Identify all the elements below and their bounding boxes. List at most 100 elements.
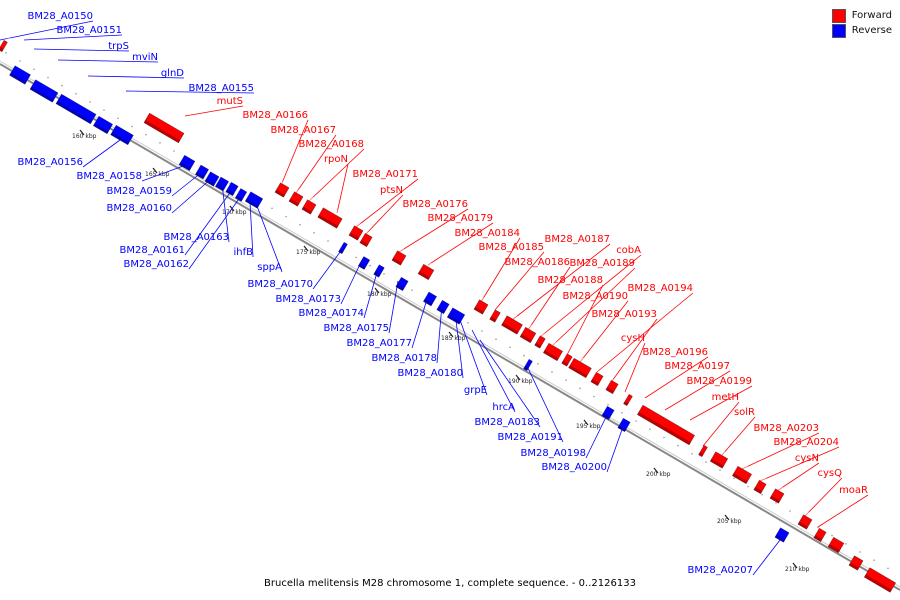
scale-label: 210 kbp: [785, 566, 810, 573]
track-dot: [509, 346, 511, 349]
track-dot: [383, 272, 385, 275]
track-dot: [761, 493, 763, 496]
label-forward: BM28_A0194: [627, 283, 693, 294]
label-reverse: BM28_A0177: [346, 338, 412, 349]
label-forward-leader: [664, 370, 731, 411]
gene-reverse: [93, 113, 118, 134]
label-forward-leader: [702, 401, 740, 447]
label-reverse-leader: [87, 75, 185, 79]
gene-forward: [534, 332, 551, 349]
gene-forward: [519, 324, 542, 343]
gene-forward: [348, 222, 369, 241]
gene-reverse: [395, 274, 414, 291]
label-reverse-leader: [471, 329, 516, 413]
gene-forward: [769, 485, 790, 504]
gene-forward: [543, 340, 568, 361]
label-reverse-leader: [526, 365, 564, 443]
scale-label: 205 kbp: [717, 518, 742, 525]
track-dot: [551, 371, 553, 373]
label-reverse: BM28_A0155: [188, 83, 254, 94]
track-dot: [789, 510, 791, 512]
track-dot: [131, 125, 133, 128]
gene-forward: [561, 350, 578, 367]
label-reverse-leader: [340, 259, 363, 305]
label-forward-leader: [539, 254, 642, 338]
label-forward-leader: [579, 300, 629, 363]
gene-reverse: [446, 304, 470, 325]
gene-forward: [698, 442, 713, 457]
label-forward: BM28_A0193: [591, 309, 657, 320]
label-forward: mutS: [217, 96, 243, 107]
label-forward-leader: [480, 237, 521, 303]
label-reverse-leader: [454, 311, 464, 379]
label-forward: BM28_A0197: [664, 361, 730, 372]
label-reverse-leader: [57, 59, 159, 63]
track-dot: [33, 68, 35, 71]
track-dot: [117, 117, 119, 120]
label-forward: BM28_A0184: [454, 228, 520, 239]
track-dot: [61, 84, 63, 87]
gene-forward: [417, 261, 440, 280]
forward-swatch: [831, 8, 846, 23]
scale-label: 170 kbp: [222, 209, 247, 216]
label-forward: BM28_A0171: [352, 169, 418, 180]
track-dot: [537, 362, 539, 365]
label-reverse: grpE: [464, 385, 487, 396]
label-forward-leader: [721, 416, 756, 456]
gene-forward: [605, 377, 624, 394]
gene-forward: [288, 188, 309, 207]
label-forward: metH: [712, 392, 739, 403]
label-forward: BM28_A0196: [642, 347, 708, 358]
label-reverse: BM28_A0191: [497, 432, 563, 443]
label-reverse: BM28_A0178: [371, 353, 437, 364]
gene-reverse: [617, 415, 636, 432]
label-reverse-leader: [752, 539, 781, 576]
label-forward: BM28_A0189: [569, 258, 635, 269]
label-reverse: BM28_A0161: [119, 245, 185, 256]
gene-forward: [301, 196, 322, 215]
track-dot: [173, 150, 175, 152]
label-reverse: glnD: [161, 68, 184, 79]
gene-forward: [848, 552, 869, 571]
label-forward: moaR: [839, 485, 868, 496]
gene-reverse: [110, 122, 139, 145]
track-dot: [89, 101, 91, 103]
label-forward-leader: [184, 105, 244, 117]
gene-reverse: [423, 289, 442, 307]
label-forward: ptsN: [380, 185, 403, 196]
label-reverse-leader: [436, 303, 443, 364]
label-forward: cobA: [616, 245, 641, 256]
label-reverse: BM28_A0183: [474, 417, 540, 428]
label-forward: cysH: [621, 333, 645, 344]
legend-forward-label: Forward: [851, 10, 892, 21]
gene-reverse: [234, 185, 252, 202]
label-reverse: sppA: [257, 262, 282, 273]
gene-reverse: [29, 76, 64, 103]
scale-tick: [152, 167, 158, 174]
scale-tick: [515, 374, 521, 381]
gene-reverse: [225, 179, 244, 196]
scale-tick: [583, 419, 589, 426]
track-dot: [481, 330, 483, 332]
gene-forward: [274, 179, 295, 198]
track-dot: [355, 256, 357, 259]
label-reverse-leader: [312, 247, 344, 290]
label-reverse-leader: [188, 195, 242, 270]
label-reverse-leader: [256, 205, 283, 273]
gene-forward: [359, 230, 378, 247]
track-dot: [313, 232, 315, 234]
label-forward-leader: [741, 432, 820, 470]
gene-reverse: [436, 297, 455, 314]
label-reverse-leader: [249, 201, 254, 258]
scale-tick: [792, 562, 798, 569]
track-dot: [145, 133, 147, 136]
gene-reverse: [9, 62, 36, 85]
gene-forward: [732, 463, 757, 484]
gene-forward: [590, 369, 609, 386]
scale-label: 180 kbp: [367, 291, 392, 298]
dotted-track: [5, 52, 889, 570]
label-forward-leader: [336, 163, 349, 214]
gene-reverse: [523, 356, 538, 371]
label-reverse-leader: [363, 268, 379, 319]
label-forward-leader: [398, 208, 469, 253]
